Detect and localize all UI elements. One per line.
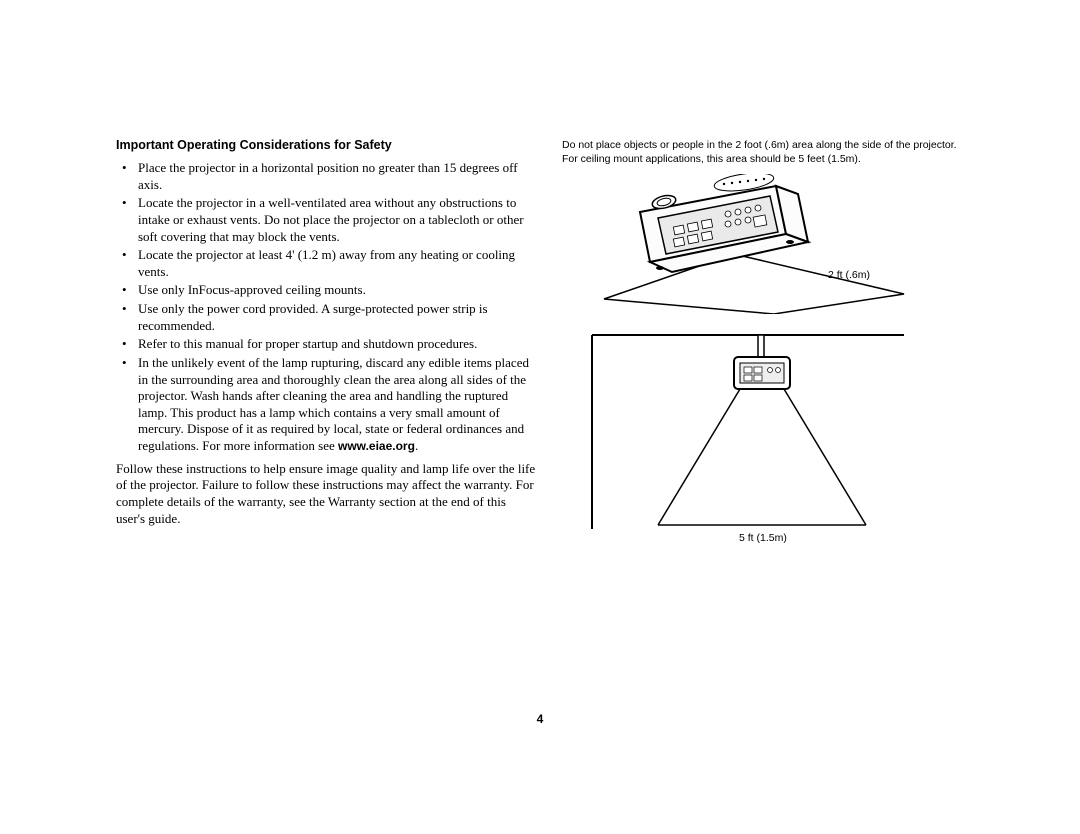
list-item: Locate the projector at least 4' (1.2 m)… (138, 247, 536, 280)
list-item: Place the projector in a horizontal posi… (138, 160, 536, 193)
link-text: www.eiae.org (338, 439, 415, 453)
caption-line: Do not place objects or people in the 2 … (562, 139, 957, 151)
diagram-caption: Do not place objects or people in the 2 … (554, 138, 964, 166)
follow-paragraph: Follow these instructions to help ensure… (116, 461, 536, 528)
section-heading: Important Operating Considerations for S… (116, 138, 536, 152)
list-item-suffix: . (415, 438, 418, 453)
dimension-label: 2 ft (.6m) (828, 269, 870, 281)
list-item: Locate the projector in a well-ventilate… (138, 195, 536, 245)
list-item: Refer to this manual for proper startup … (138, 336, 536, 353)
list-item: Use only the power cord provided. A surg… (138, 301, 536, 334)
projector-icon (640, 174, 808, 272)
ceiling-projector-icon (734, 357, 790, 389)
caption-line: For ceiling mount applications, this are… (562, 153, 861, 165)
page-number: 4 (0, 712, 1080, 726)
list-item: In the unlikely event of the lamp ruptur… (138, 355, 536, 455)
dimension-label: 5 ft (1.5m) (739, 532, 787, 544)
ceiling-mount-diagram: 5 ft (1.5m) (584, 329, 964, 554)
bullet-list: Place the projector in a horizontal posi… (116, 160, 536, 455)
projector-side-diagram: 2 ft (.6m) (594, 174, 964, 319)
list-item: Use only InFocus-approved ceiling mounts… (138, 282, 536, 299)
list-item-text: In the unlikely event of the lamp ruptur… (138, 355, 529, 453)
